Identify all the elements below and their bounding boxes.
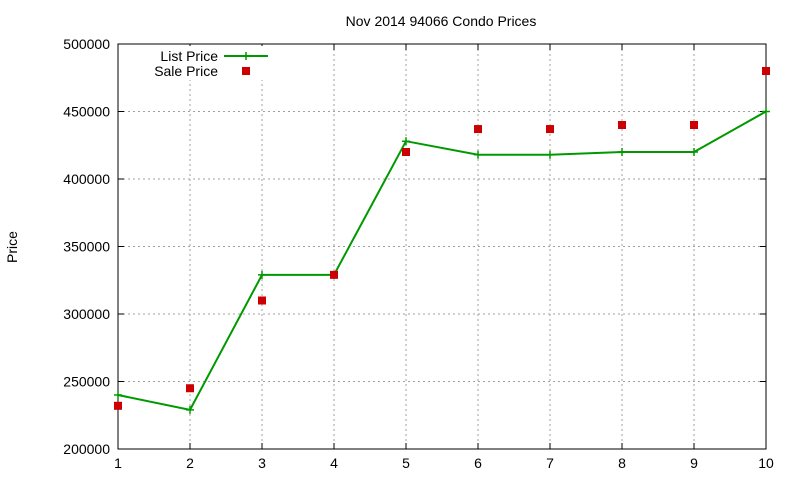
data-point-list-price — [114, 391, 122, 399]
data-point-list-price — [762, 107, 770, 116]
data-point-sale-price — [762, 67, 770, 75]
series-list-price — [114, 107, 770, 414]
legend-swatch-sale-price — [242, 67, 250, 75]
y-tick-label: 450000 — [63, 104, 110, 120]
data-point-sale-price — [402, 148, 410, 156]
data-point-sale-price — [114, 401, 122, 410]
legend: List Price Sale Price — [134, 46, 274, 80]
y-tick-label: 350000 — [63, 239, 110, 255]
legend-background — [134, 46, 274, 80]
legend-label-sale-price: Sale Price — [154, 63, 218, 79]
series-line-list-price — [117, 110, 767, 411]
x-tick-label: 1 — [114, 455, 122, 471]
data-point-list-price — [690, 148, 698, 156]
data-point-sale-price — [690, 121, 698, 129]
x-tick-label: 9 — [690, 455, 698, 471]
data-point-list-price — [402, 137, 410, 146]
x-tick-label: 4 — [330, 455, 338, 471]
axis-ticks: 1 2 3 4 5 6 7 8 9 10 200000 250000 300000 350000 40000… — [63, 36, 774, 471]
x-tick-label: 5 — [402, 455, 410, 471]
x-tick-label: 8 — [618, 455, 626, 471]
series-layer — [114, 67, 770, 414]
data-point-list-price — [258, 270, 266, 279]
y-axis-label: Price — [4, 231, 20, 263]
data-point-sale-price — [330, 270, 338, 279]
legend-label-list-price: List Price — [160, 48, 218, 64]
y-tick-label: 200000 — [63, 441, 110, 457]
data-point-list-price — [618, 148, 626, 156]
data-point-sale-price — [258, 296, 266, 305]
y-tick-label: 500000 — [63, 36, 110, 52]
chart-title: Nov 2014 94066 Condo Prices — [346, 13, 537, 29]
grid — [118, 44, 766, 449]
y-tick-label: 300000 — [63, 306, 110, 322]
data-point-sale-price — [474, 125, 482, 134]
y-tick-label: 400000 — [63, 171, 110, 187]
data-point-list-price — [474, 150, 482, 159]
legend-marker-list-price — [242, 52, 250, 60]
y-tick-label: 250000 — [63, 374, 110, 390]
data-point-list-price — [546, 150, 554, 159]
data-point-sale-price — [186, 384, 194, 393]
x-tick-label: 7 — [546, 455, 554, 471]
x-tick-label: 2 — [186, 455, 194, 471]
x-tick-label: 3 — [258, 455, 266, 471]
x-tick-label: 6 — [474, 455, 482, 471]
series-sale-price — [114, 67, 770, 410]
data-point-sale-price — [618, 121, 626, 129]
data-point-list-price — [186, 405, 194, 414]
x-tick-label: 10 — [758, 455, 774, 471]
data-point-sale-price — [546, 125, 554, 134]
